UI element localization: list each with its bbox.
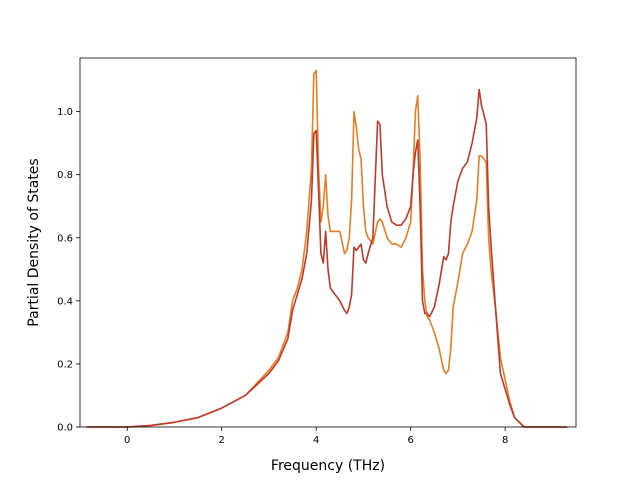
x-tick-label: 4 (313, 435, 319, 446)
y-tick-label: 0.2 (57, 359, 73, 370)
x-tick-label: 2 (219, 435, 225, 446)
plot-frame (79, 57, 577, 428)
x-axis: 0 2 4 6 8 (124, 427, 508, 446)
series-line-2 (86, 88, 568, 428)
x-tick-label: 8 (502, 435, 508, 446)
y-tick-label: 1.0 (57, 107, 73, 118)
y-tick-label: 0.8 (57, 170, 73, 181)
x-axis-label: Frequency (THz) (271, 458, 385, 474)
y-tick-label: 0.6 (57, 233, 73, 244)
y-axis-label: Partial Density of States (26, 158, 42, 326)
y-axis: 0.0 0.2 0.4 0.6 0.8 1.0 (57, 107, 80, 434)
series-layer (86, 69, 568, 428)
x-tick-label: 0 (124, 435, 130, 446)
x-tick-label: 6 (407, 435, 413, 446)
y-tick-label: 0.0 (57, 423, 73, 434)
y-tick-label: 0.4 (57, 296, 73, 307)
series-line-1 (86, 69, 568, 428)
